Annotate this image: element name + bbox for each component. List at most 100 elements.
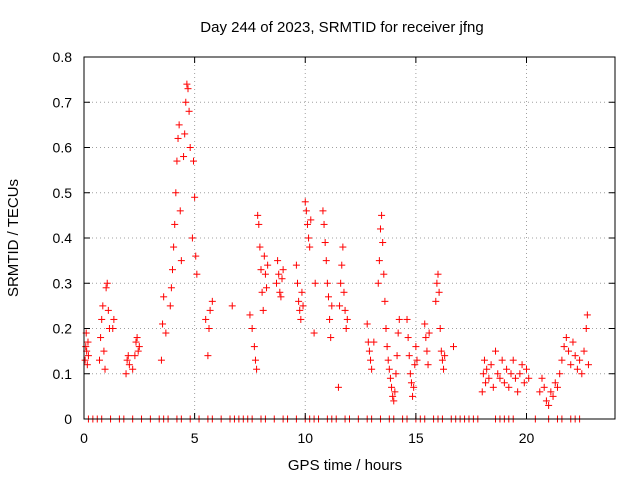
data-point [556,370,564,378]
data-point [385,365,393,373]
data-point [263,284,271,292]
data-point [406,370,414,378]
data-point [514,388,522,396]
data-point [174,134,182,142]
data-point [183,80,191,88]
data-point [500,379,508,387]
data-point [370,338,378,346]
data-point [171,220,179,228]
data-point [583,311,591,319]
data-point [129,365,137,373]
data-point [261,270,269,278]
data-point [320,220,328,228]
data-point [421,320,429,328]
data-point [576,356,584,364]
x-tick-label: 10 [297,430,313,446]
data-point [104,306,112,314]
data-point [558,356,566,364]
data-point [334,383,342,391]
data-point [520,379,528,387]
y-tick-label: 0.7 [53,94,73,110]
y-tick-label: 0 [64,411,72,427]
data-point [383,343,391,351]
data-point [338,261,346,269]
data-point [553,383,561,391]
data-point [100,347,108,355]
y-tick-label: 0.2 [53,321,73,337]
data-point [186,144,194,151]
data-point [294,279,302,287]
data-point [339,243,347,251]
data-point [391,388,399,396]
data-point [81,356,89,364]
data-point [297,315,305,323]
data-point [425,329,433,337]
data-point [170,243,178,251]
data-point [279,266,287,274]
data-point [341,306,349,314]
data-point [388,383,396,391]
data-point [84,338,92,346]
data-point [296,306,304,314]
x-axis-label: GPS time / hours [288,457,402,474]
data-point [503,365,511,373]
data-point [102,284,110,292]
data-point [321,239,329,247]
data-point [342,325,350,332]
data-point [122,370,130,378]
data-point [386,374,394,382]
data-point [569,338,577,346]
data-point [327,334,335,342]
data-point [132,338,140,346]
data-point [260,252,268,260]
data-point [436,325,444,332]
data-point [336,302,344,310]
data-point [551,379,559,387]
data-point [375,257,383,265]
data-point [394,329,402,337]
data-point [84,352,92,360]
data-point [580,347,588,355]
data-point [181,130,189,138]
data-point [275,270,283,278]
data-point [176,207,184,215]
data-point [392,370,400,378]
data-point [422,334,430,342]
data-point [166,302,174,310]
data-point [384,356,392,364]
data-point [256,243,264,251]
y-tick-label: 0.1 [53,366,73,382]
x-tick-label: 5 [191,430,199,446]
data-point [193,270,201,278]
data-point [298,288,306,296]
data-point [496,374,504,382]
data-point [264,261,272,269]
data-point [173,157,181,165]
y-tick-label: 0.8 [53,49,73,65]
data-point [99,302,107,310]
data-point [505,383,513,391]
data-point [378,211,386,219]
data-point [251,356,259,364]
data-point [374,279,382,287]
data-point [494,370,502,378]
data-point [167,284,175,292]
data-point [578,370,586,378]
data-point [259,306,267,314]
data-point [489,383,497,391]
x-tick-label: 20 [519,430,535,446]
data-point [413,356,421,364]
data-point [485,374,493,382]
data-point [204,352,212,360]
data-point [487,361,495,369]
data-point [435,288,443,296]
data-point [390,397,398,405]
data-point [525,374,533,382]
data-point [567,361,575,369]
data-point [523,365,530,373]
data-point [302,207,310,215]
data-point [306,243,314,251]
data-point [440,365,448,373]
data-point [160,293,168,301]
y-tick-label: 0.3 [53,275,73,291]
